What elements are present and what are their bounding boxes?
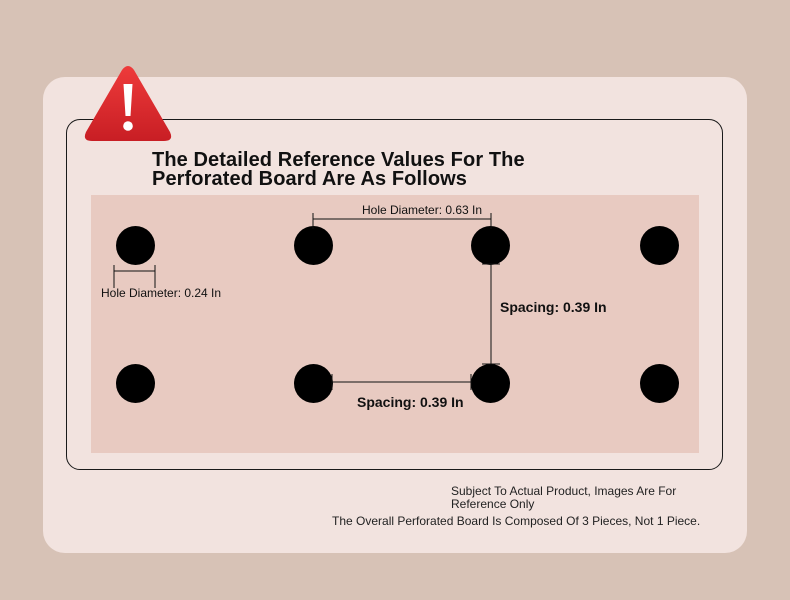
hole: [640, 364, 679, 403]
title-line-2: Perforated Board Are As Follows: [152, 168, 468, 190]
spacing-horizontal-label: Spacing: 0.39 In: [357, 394, 464, 410]
disclaimer-line-1: Subject To Actual Product, Images Are Fo…: [451, 484, 677, 498]
hole: [471, 364, 510, 403]
disclaimer-note: Subject To Actual Product, Images Are Fo…: [451, 485, 676, 511]
perforated-board: [91, 195, 699, 453]
composition-note: The Overall Perforated Board Is Composed…: [332, 514, 701, 528]
page-title: The Detailed Reference Values For The Pe…: [152, 149, 525, 190]
hole-diameter-small-label: Hole Diameter: 0.24 In: [101, 286, 222, 300]
hole: [294, 364, 333, 403]
title-line-1: The Detailed Reference Values For The: [152, 149, 525, 171]
warning-triangle-icon: [84, 66, 172, 141]
diagram-frame: [66, 119, 723, 470]
hole: [116, 226, 155, 265]
hole-diameter-span-label: Hole Diameter: 0.63 In: [362, 203, 483, 217]
disclaimer-line-2: Reference Only: [451, 497, 535, 511]
hole: [640, 226, 679, 265]
hole: [116, 364, 155, 403]
spacing-vertical-label: Spacing: 0.39 In: [500, 299, 607, 315]
hole: [471, 226, 510, 265]
hole: [294, 226, 333, 265]
